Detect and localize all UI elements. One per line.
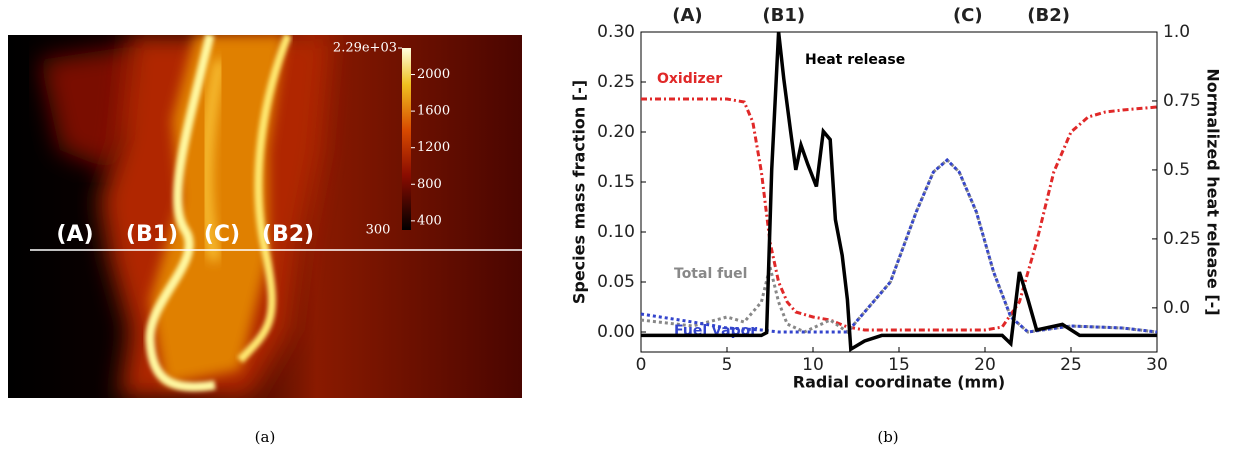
region-label: (A) [672, 5, 702, 26]
region-label: (B2) [262, 222, 314, 247]
y2-tick-label: 0.25 [1163, 229, 1201, 249]
y-tick-label: 0.15 [597, 172, 635, 192]
y-tick-label: 0.05 [597, 272, 635, 292]
caption: (b) [877, 428, 898, 446]
x-tick-label: 10 [802, 355, 824, 375]
series-label: Heat release [805, 52, 905, 68]
colorbar-tick-label: 2.29e+03 [333, 41, 397, 56]
x-axis-label: Radial coordinate (mm) [793, 373, 1005, 392]
y2-tick-label: 0.0 [1163, 298, 1190, 318]
colorbar-tick-label: 2000 [417, 67, 450, 82]
series-line [641, 97, 1158, 332]
colorbar-tick-label: 800 [417, 177, 442, 192]
temperature-field [8, 35, 522, 398]
series-line [640, 157, 1158, 335]
region-label: (B1) [762, 5, 805, 26]
colorbar-title: temperature [417, 15, 500, 30]
region-label: (A) [56, 222, 93, 247]
y2-tick-label: 0.5 [1163, 160, 1190, 180]
colorbar-tick-label: 300 [366, 223, 391, 238]
region-label: (C) [953, 5, 983, 26]
colorbar [402, 48, 411, 230]
region-label: (B2) [1027, 5, 1070, 26]
x-tick-label: 20 [974, 355, 996, 375]
series-label: Oxidizer [657, 71, 722, 87]
x-tick-label: 5 [722, 355, 733, 375]
x-tick-label: 30 [1146, 355, 1168, 375]
y-tick-label: 0.00 [597, 322, 635, 342]
colorbar-tick-label: 1200 [417, 140, 450, 155]
y-tick-label: 0.10 [597, 222, 635, 242]
series-line [640, 157, 1158, 334]
region-label: (C) [204, 222, 240, 247]
colorbar-tick-label: 400 [417, 213, 442, 228]
caption: (a) [255, 428, 276, 446]
x-tick-label: 25 [1060, 355, 1082, 375]
series-label: Total fuel [674, 266, 747, 282]
x-tick-label: 0 [636, 355, 647, 375]
y2-axis-label: Normalized heat release [-] [1204, 68, 1223, 315]
region-label: (B1) [126, 222, 178, 247]
y-axis-label: Species mass fraction [-] [570, 80, 589, 304]
y2-tick-label: 0.75 [1163, 91, 1201, 111]
colorbar-tick-label: 1600 [417, 104, 450, 119]
x-tick-label: 15 [888, 355, 910, 375]
y-tick-label: 0.30 [597, 22, 635, 42]
series-line [641, 31, 1157, 353]
y-tick-label: 0.25 [597, 72, 635, 92]
y2-tick-label: 1.0 [1163, 22, 1190, 42]
y-tick-label: 0.20 [597, 122, 635, 142]
